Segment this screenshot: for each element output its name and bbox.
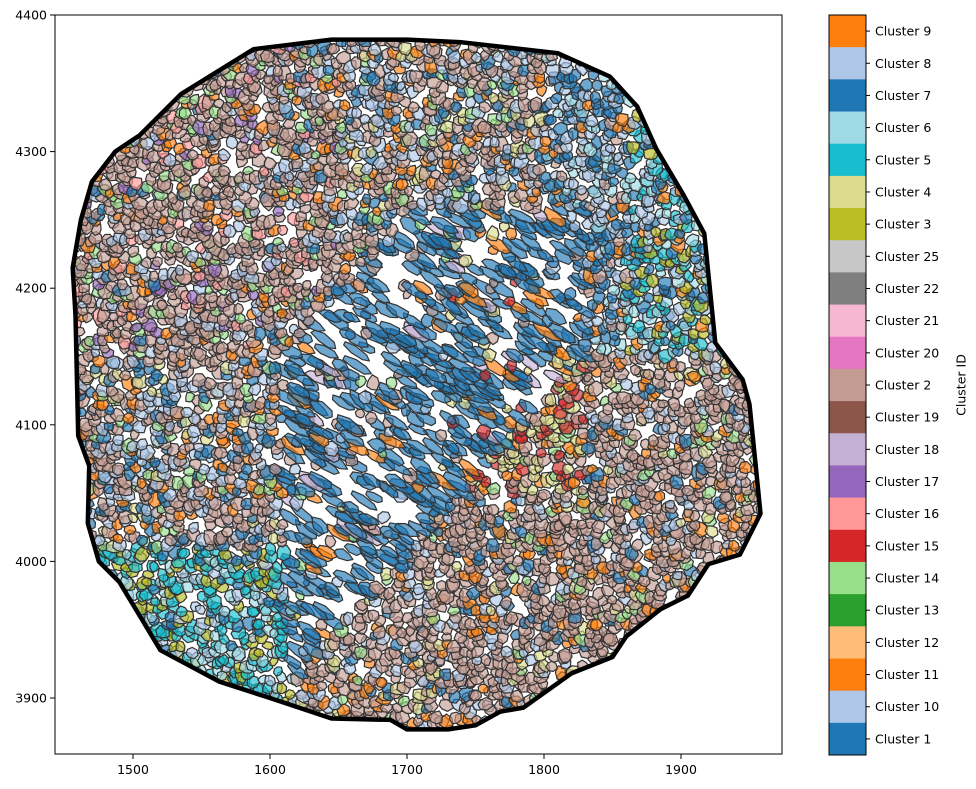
cell	[427, 710, 443, 725]
cell	[276, 544, 292, 562]
cell	[500, 645, 514, 658]
cell	[164, 420, 175, 433]
cell	[535, 447, 547, 459]
cell	[480, 653, 492, 667]
cell	[136, 478, 147, 490]
cell	[316, 681, 328, 692]
cell	[657, 276, 672, 291]
cell	[284, 689, 296, 701]
cell	[485, 605, 496, 617]
cell	[485, 538, 500, 554]
cell	[577, 485, 589, 496]
cell	[364, 411, 378, 425]
cell	[738, 460, 752, 475]
cell	[439, 668, 452, 682]
cell	[288, 237, 300, 248]
cell	[477, 696, 494, 711]
cell	[640, 448, 652, 459]
cell	[149, 597, 161, 607]
cell	[626, 449, 639, 462]
cell	[354, 631, 368, 645]
cell	[672, 570, 683, 581]
cell	[408, 639, 424, 653]
cell	[276, 682, 288, 695]
cell	[615, 391, 632, 405]
cell	[664, 499, 676, 510]
cell	[416, 625, 429, 639]
cell	[174, 264, 185, 276]
cell	[509, 689, 525, 703]
cell	[401, 612, 414, 624]
cell	[233, 302, 245, 316]
cell	[264, 541, 277, 557]
cell	[361, 193, 372, 205]
cell	[619, 377, 634, 392]
cell	[225, 640, 238, 652]
cell	[273, 666, 284, 677]
cell	[148, 270, 159, 283]
cell	[188, 521, 199, 535]
cell	[375, 676, 388, 689]
cell	[657, 399, 669, 409]
cell	[175, 639, 186, 653]
cell	[458, 254, 474, 268]
cell	[354, 408, 366, 419]
cell	[146, 386, 158, 397]
cell	[434, 429, 448, 442]
cell	[683, 397, 695, 409]
cell	[343, 661, 357, 676]
cell	[477, 683, 489, 694]
cell	[598, 625, 609, 639]
cell	[135, 534, 149, 547]
cell	[448, 711, 462, 725]
cell	[710, 540, 724, 555]
cell	[127, 245, 140, 258]
cell	[277, 224, 289, 236]
cell	[372, 625, 386, 640]
cell	[385, 376, 398, 390]
cell	[643, 292, 655, 304]
cell	[111, 433, 124, 446]
cell	[264, 674, 277, 687]
cell	[232, 455, 243, 465]
cell	[272, 206, 285, 217]
cell	[355, 256, 366, 267]
cell	[353, 645, 368, 660]
cell	[253, 647, 265, 658]
cell	[180, 406, 194, 419]
cell	[185, 646, 199, 660]
cell	[149, 457, 161, 469]
cell	[674, 379, 686, 393]
cell	[286, 484, 297, 496]
cell	[563, 286, 577, 301]
cell	[602, 632, 619, 647]
cell	[218, 605, 231, 618]
cell	[367, 609, 380, 622]
cell	[397, 695, 411, 708]
cell	[299, 204, 312, 214]
cell	[352, 675, 364, 686]
cell	[111, 462, 126, 477]
cell	[193, 347, 207, 363]
cell	[240, 463, 253, 476]
cell	[276, 308, 288, 319]
cell	[451, 560, 463, 574]
cell	[343, 611, 354, 627]
cell	[544, 393, 557, 407]
cell	[217, 654, 230, 667]
